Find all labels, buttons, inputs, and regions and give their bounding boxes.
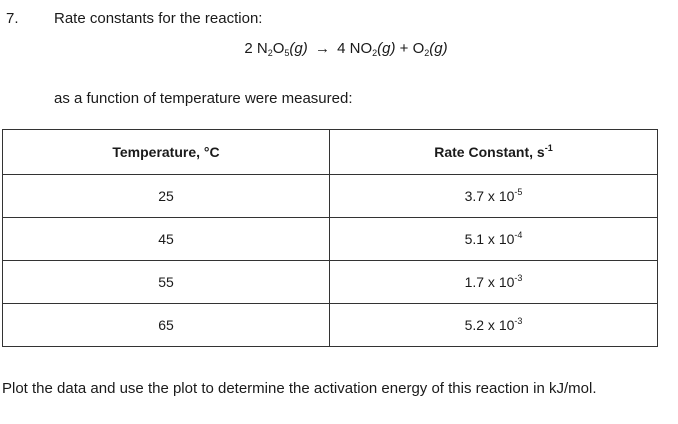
question-intro: Rate constants for the reaction: — [54, 10, 263, 27]
temperature-cell: 55 — [2, 260, 330, 304]
table-row: 45 5.1 x 10-4 — [2, 217, 658, 261]
temperature-cell: 65 — [2, 303, 330, 347]
table-row: 25 3.7 x 10-5 — [2, 174, 658, 218]
eq-coef1: 2 — [244, 40, 253, 57]
question-number: 7. — [6, 10, 19, 27]
eq-product2: O2(g) — [412, 40, 448, 58]
header-temperature: Temperature, °C — [2, 129, 330, 175]
rate-constant-cell: 3.7 x 10-5 — [329, 174, 658, 218]
eq-reactant: N2O5(g) — [256, 40, 308, 58]
rate-constant-table: Temperature, °C Rate Constant, s-1 25 3.… — [2, 129, 658, 347]
table-header-row: Temperature, °C Rate Constant, s-1 — [2, 129, 658, 175]
header-rate-constant: Rate Constant, s-1 — [329, 129, 658, 175]
rate-constant-cell: 5.2 x 10-3 — [329, 303, 658, 347]
table-row: 55 1.7 x 10-3 — [2, 260, 658, 304]
question-instruction: Plot the data and use the plot to determ… — [2, 380, 597, 397]
rate-constant-cell: 5.1 x 10-4 — [329, 217, 658, 261]
reaction-arrow: → — [314, 40, 330, 57]
question-intro-2: as a function of temperature were measur… — [54, 90, 353, 107]
temperature-cell: 25 — [2, 174, 330, 218]
eq-product1: NO2(g) — [349, 40, 396, 58]
eq-plus: + — [399, 40, 409, 57]
table-row: 65 5.2 x 10-3 — [2, 303, 658, 347]
eq-coef2: 4 — [337, 40, 346, 57]
temperature-cell: 45 — [2, 217, 330, 261]
rate-constant-cell: 1.7 x 10-3 — [329, 260, 658, 304]
reaction-equation: 2 N2O5(g) → 4 NO2(g) + O2(g) — [0, 40, 678, 58]
